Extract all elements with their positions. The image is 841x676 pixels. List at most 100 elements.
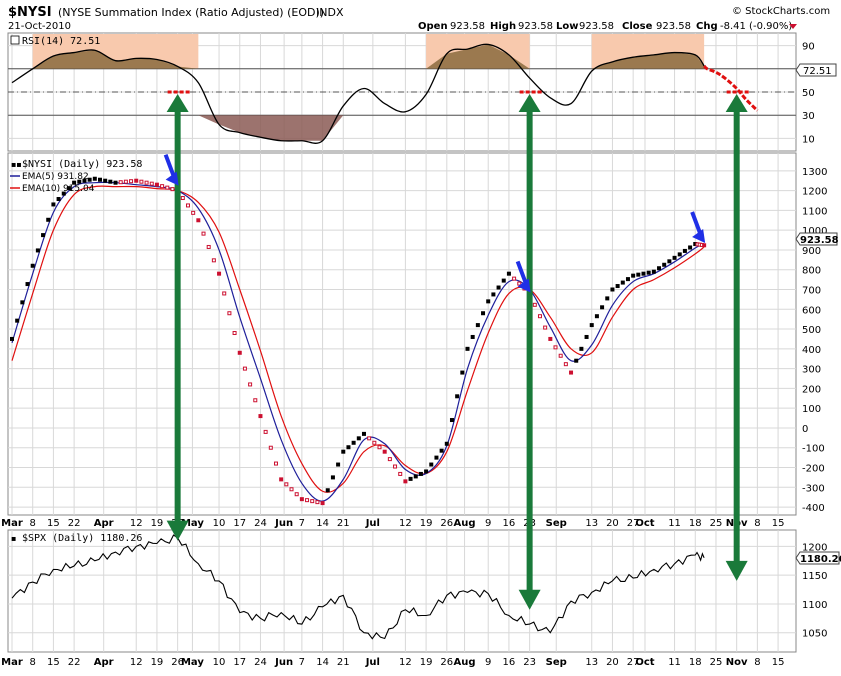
nysi-point xyxy=(305,498,310,503)
nysi-up-point xyxy=(651,269,656,274)
nysi-down-point xyxy=(154,182,159,187)
x-tick-label: Sep xyxy=(546,518,567,529)
nysi-point xyxy=(87,177,92,182)
x-tick-label: 16 xyxy=(503,518,516,529)
green-arrow-head-down xyxy=(518,589,541,610)
x-tick-label: 23 xyxy=(523,657,536,668)
x-tick-label: 15 xyxy=(772,518,785,529)
nysi-point xyxy=(377,445,382,450)
y-tick-label: 700 xyxy=(802,285,821,296)
nysi-point xyxy=(615,284,620,289)
x-tick-label: May xyxy=(181,518,204,529)
nysi-point xyxy=(41,233,46,238)
nysi-point xyxy=(129,179,134,184)
y-tick-label: -400 xyxy=(802,503,825,514)
nysi-point xyxy=(25,282,30,287)
nysi-up-point xyxy=(30,263,35,268)
nysi-down-point xyxy=(382,449,387,454)
nysi-down-point xyxy=(196,218,201,223)
nysi-point xyxy=(667,259,672,264)
nysi-point xyxy=(641,271,646,276)
y-tick-label: 10 xyxy=(802,134,815,145)
nysi-down-point xyxy=(702,243,707,248)
x-tick-label: Jun xyxy=(274,518,293,529)
nysi-point xyxy=(206,244,211,249)
rsi-overbought-fill xyxy=(12,44,705,69)
ohlc-readout: Open 923.58 High 923.58 Low 923.58 Close… xyxy=(418,21,797,32)
nysi-point xyxy=(413,474,418,479)
rsi-oversold-fill xyxy=(12,115,705,141)
spx-value-tag: 1180.26 xyxy=(795,551,841,565)
rsi-legend-swatch xyxy=(10,35,20,45)
nysi-panel xyxy=(7,152,797,516)
nysi-point xyxy=(367,436,372,441)
y-tick-label: 1200 xyxy=(802,542,827,553)
green-arrow-head-up xyxy=(166,94,189,112)
rsi-value-tag: 72.51 xyxy=(795,63,837,77)
nysi-point xyxy=(123,179,128,184)
x-tick-label: Jul xyxy=(365,657,380,668)
spx-legend-marker: ▪ xyxy=(11,534,16,543)
x-tick-label: 8 xyxy=(30,518,36,529)
x-tick-label: 18 xyxy=(689,518,702,529)
nysi-point xyxy=(97,177,102,182)
x-tick-label: 12 xyxy=(130,518,143,529)
x-tick-label: 12 xyxy=(399,518,412,529)
high-value: 923.58 xyxy=(518,21,553,32)
nysi-point xyxy=(584,334,589,339)
blue-arrow-head xyxy=(692,229,706,244)
nysi-point xyxy=(294,492,299,497)
x-tick-label: 20 xyxy=(606,518,619,529)
spx-legend-label: $SPX (Daily) 1180.26 xyxy=(22,533,142,544)
nysi-point xyxy=(149,181,154,186)
nysi-point xyxy=(553,345,558,350)
nysi-point xyxy=(242,366,247,371)
nysi-point xyxy=(211,258,216,263)
nysi-up-point xyxy=(610,287,615,292)
x-tick-label: 19 xyxy=(420,657,433,668)
x-tick-label: 22 xyxy=(68,657,81,668)
rsi-value-tag-label: 72.51 xyxy=(803,66,832,77)
x-tick-label: 24 xyxy=(254,657,267,668)
nysi-point xyxy=(108,179,113,184)
x-tick-label: 19 xyxy=(151,518,164,529)
nysi-point xyxy=(620,280,625,285)
nysi-up-point xyxy=(465,346,470,351)
close-value: 923.58 xyxy=(656,21,691,32)
nysi-up-point xyxy=(361,431,366,436)
nysi-point xyxy=(330,475,335,480)
nysi-point xyxy=(636,272,641,277)
nysi-point xyxy=(46,217,51,222)
nysi-point xyxy=(227,311,232,316)
nysi-point xyxy=(15,318,20,323)
y-tick-label: -100 xyxy=(802,444,825,455)
nysi-point xyxy=(160,184,165,189)
nysi-down-point xyxy=(569,370,574,375)
x-tick-label: 21 xyxy=(337,657,350,668)
nysi-point xyxy=(449,418,454,423)
y-tick-label: 1050 xyxy=(802,629,827,640)
nysi-down-point xyxy=(217,271,222,276)
nysi-point xyxy=(532,302,537,307)
nysi-point xyxy=(625,277,630,282)
x-tick-label: 12 xyxy=(130,657,143,668)
x-tick-label: 25 xyxy=(710,657,723,668)
high-label: High xyxy=(490,21,516,32)
x-tick-label: 24 xyxy=(254,518,267,529)
x-tick-label: 20 xyxy=(606,657,619,668)
spx-panel xyxy=(7,529,797,653)
rsi-legend: RSI(14) 72.51 xyxy=(10,35,100,47)
nysi-legend-label: $NYSI (Daily) 923.58 xyxy=(22,159,142,170)
spx-value-tag-label: 1180.26 xyxy=(800,554,841,565)
nysi-up-point xyxy=(424,469,429,474)
x-tick-label: 15 xyxy=(772,657,785,668)
y-tick-label: 0 xyxy=(802,424,808,435)
nysi-up-point xyxy=(51,202,56,207)
nysi-point xyxy=(688,245,693,250)
x-tick-label: 21 xyxy=(337,518,350,529)
x-tick-label: 13 xyxy=(585,518,598,529)
nysi-point xyxy=(682,248,687,253)
x-tick-label: 15 xyxy=(47,518,60,529)
nysi-up-point xyxy=(631,273,636,278)
y-tick-label: 90 xyxy=(802,42,815,53)
